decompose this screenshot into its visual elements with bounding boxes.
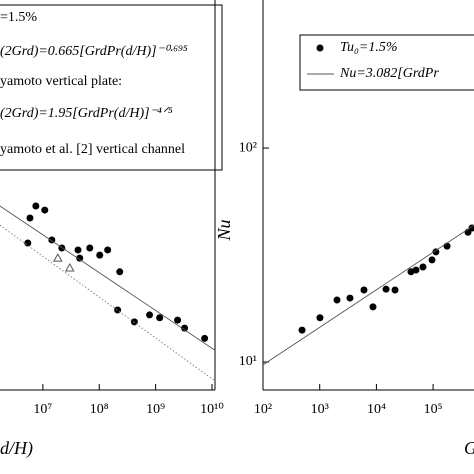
dot-marker	[443, 242, 451, 250]
dot-marker	[146, 311, 154, 319]
dot-marker	[391, 286, 399, 294]
x-tick-label: 10⁹	[146, 402, 165, 417]
dot-marker	[96, 251, 104, 259]
legend-marker	[316, 44, 324, 52]
dot-marker	[86, 244, 94, 252]
x-tick-label: 10⁴	[367, 402, 386, 417]
dot-marker	[76, 254, 84, 262]
dot-marker	[346, 294, 354, 302]
dot-marker	[316, 314, 324, 322]
x-tick-label: 10⁸	[90, 402, 109, 417]
dot-marker	[116, 268, 124, 276]
x-tick-label: 10¹⁰	[200, 402, 224, 417]
dot-marker	[428, 256, 436, 264]
left-legend-box	[0, 4, 223, 171]
legend-entry: Tu₀=1.5%	[340, 40, 398, 55]
dot-marker	[201, 334, 209, 342]
dot-marker	[104, 246, 112, 254]
dot-marker	[432, 248, 440, 256]
dot-marker	[298, 326, 306, 334]
dot-marker	[174, 316, 182, 324]
x-tick-label: 10³	[311, 402, 329, 417]
dot-marker	[333, 296, 341, 304]
y-tick-label: 10¹	[239, 354, 257, 369]
fit-line	[0, 224, 215, 381]
legend-entry: =1.5%	[0, 10, 37, 25]
fit-line	[0, 205, 215, 351]
dot-marker	[156, 314, 164, 322]
x-tick-label: 10⁷	[33, 402, 52, 417]
dot-marker	[74, 246, 82, 254]
y-axis-title: Nu	[214, 219, 234, 241]
dot-marker	[181, 324, 189, 332]
y-tick-label: 10²	[239, 140, 257, 155]
dot-marker	[32, 202, 40, 210]
x-axis-title: G	[464, 438, 474, 458]
legend-note: yamoto vertical plate:	[0, 74, 122, 89]
dot-marker	[24, 239, 32, 247]
dot-marker	[412, 266, 420, 274]
right-legend-box	[299, 34, 474, 91]
legend-entry: (2Grd)=0.665[GrdPr(d/H)]⁻⁰·⁶⁹⁵	[0, 44, 188, 59]
legend-entry: (2Grd)=1.95[GrdPr(d/H)]⁻⁴ᐟ⁵	[0, 106, 173, 121]
x-tick-label: 10⁵	[424, 402, 443, 417]
dot-marker	[369, 303, 377, 311]
fit-line	[262, 224, 474, 366]
dot-marker	[26, 214, 34, 222]
triangle-marker	[64, 263, 75, 272]
dot-marker	[382, 285, 390, 293]
dot-marker	[114, 306, 122, 314]
dot-marker	[360, 286, 368, 294]
dot-marker	[419, 263, 427, 271]
legend-entry: Nu=3.082[GrdPr	[339, 66, 439, 81]
x-axis-title: d/H)	[0, 438, 33, 459]
triangle-marker	[52, 253, 63, 262]
x-tick-label: 10²	[254, 402, 272, 417]
legend-entry: yamoto et al. [2] vertical channel	[0, 142, 185, 157]
dot-marker	[41, 206, 49, 214]
